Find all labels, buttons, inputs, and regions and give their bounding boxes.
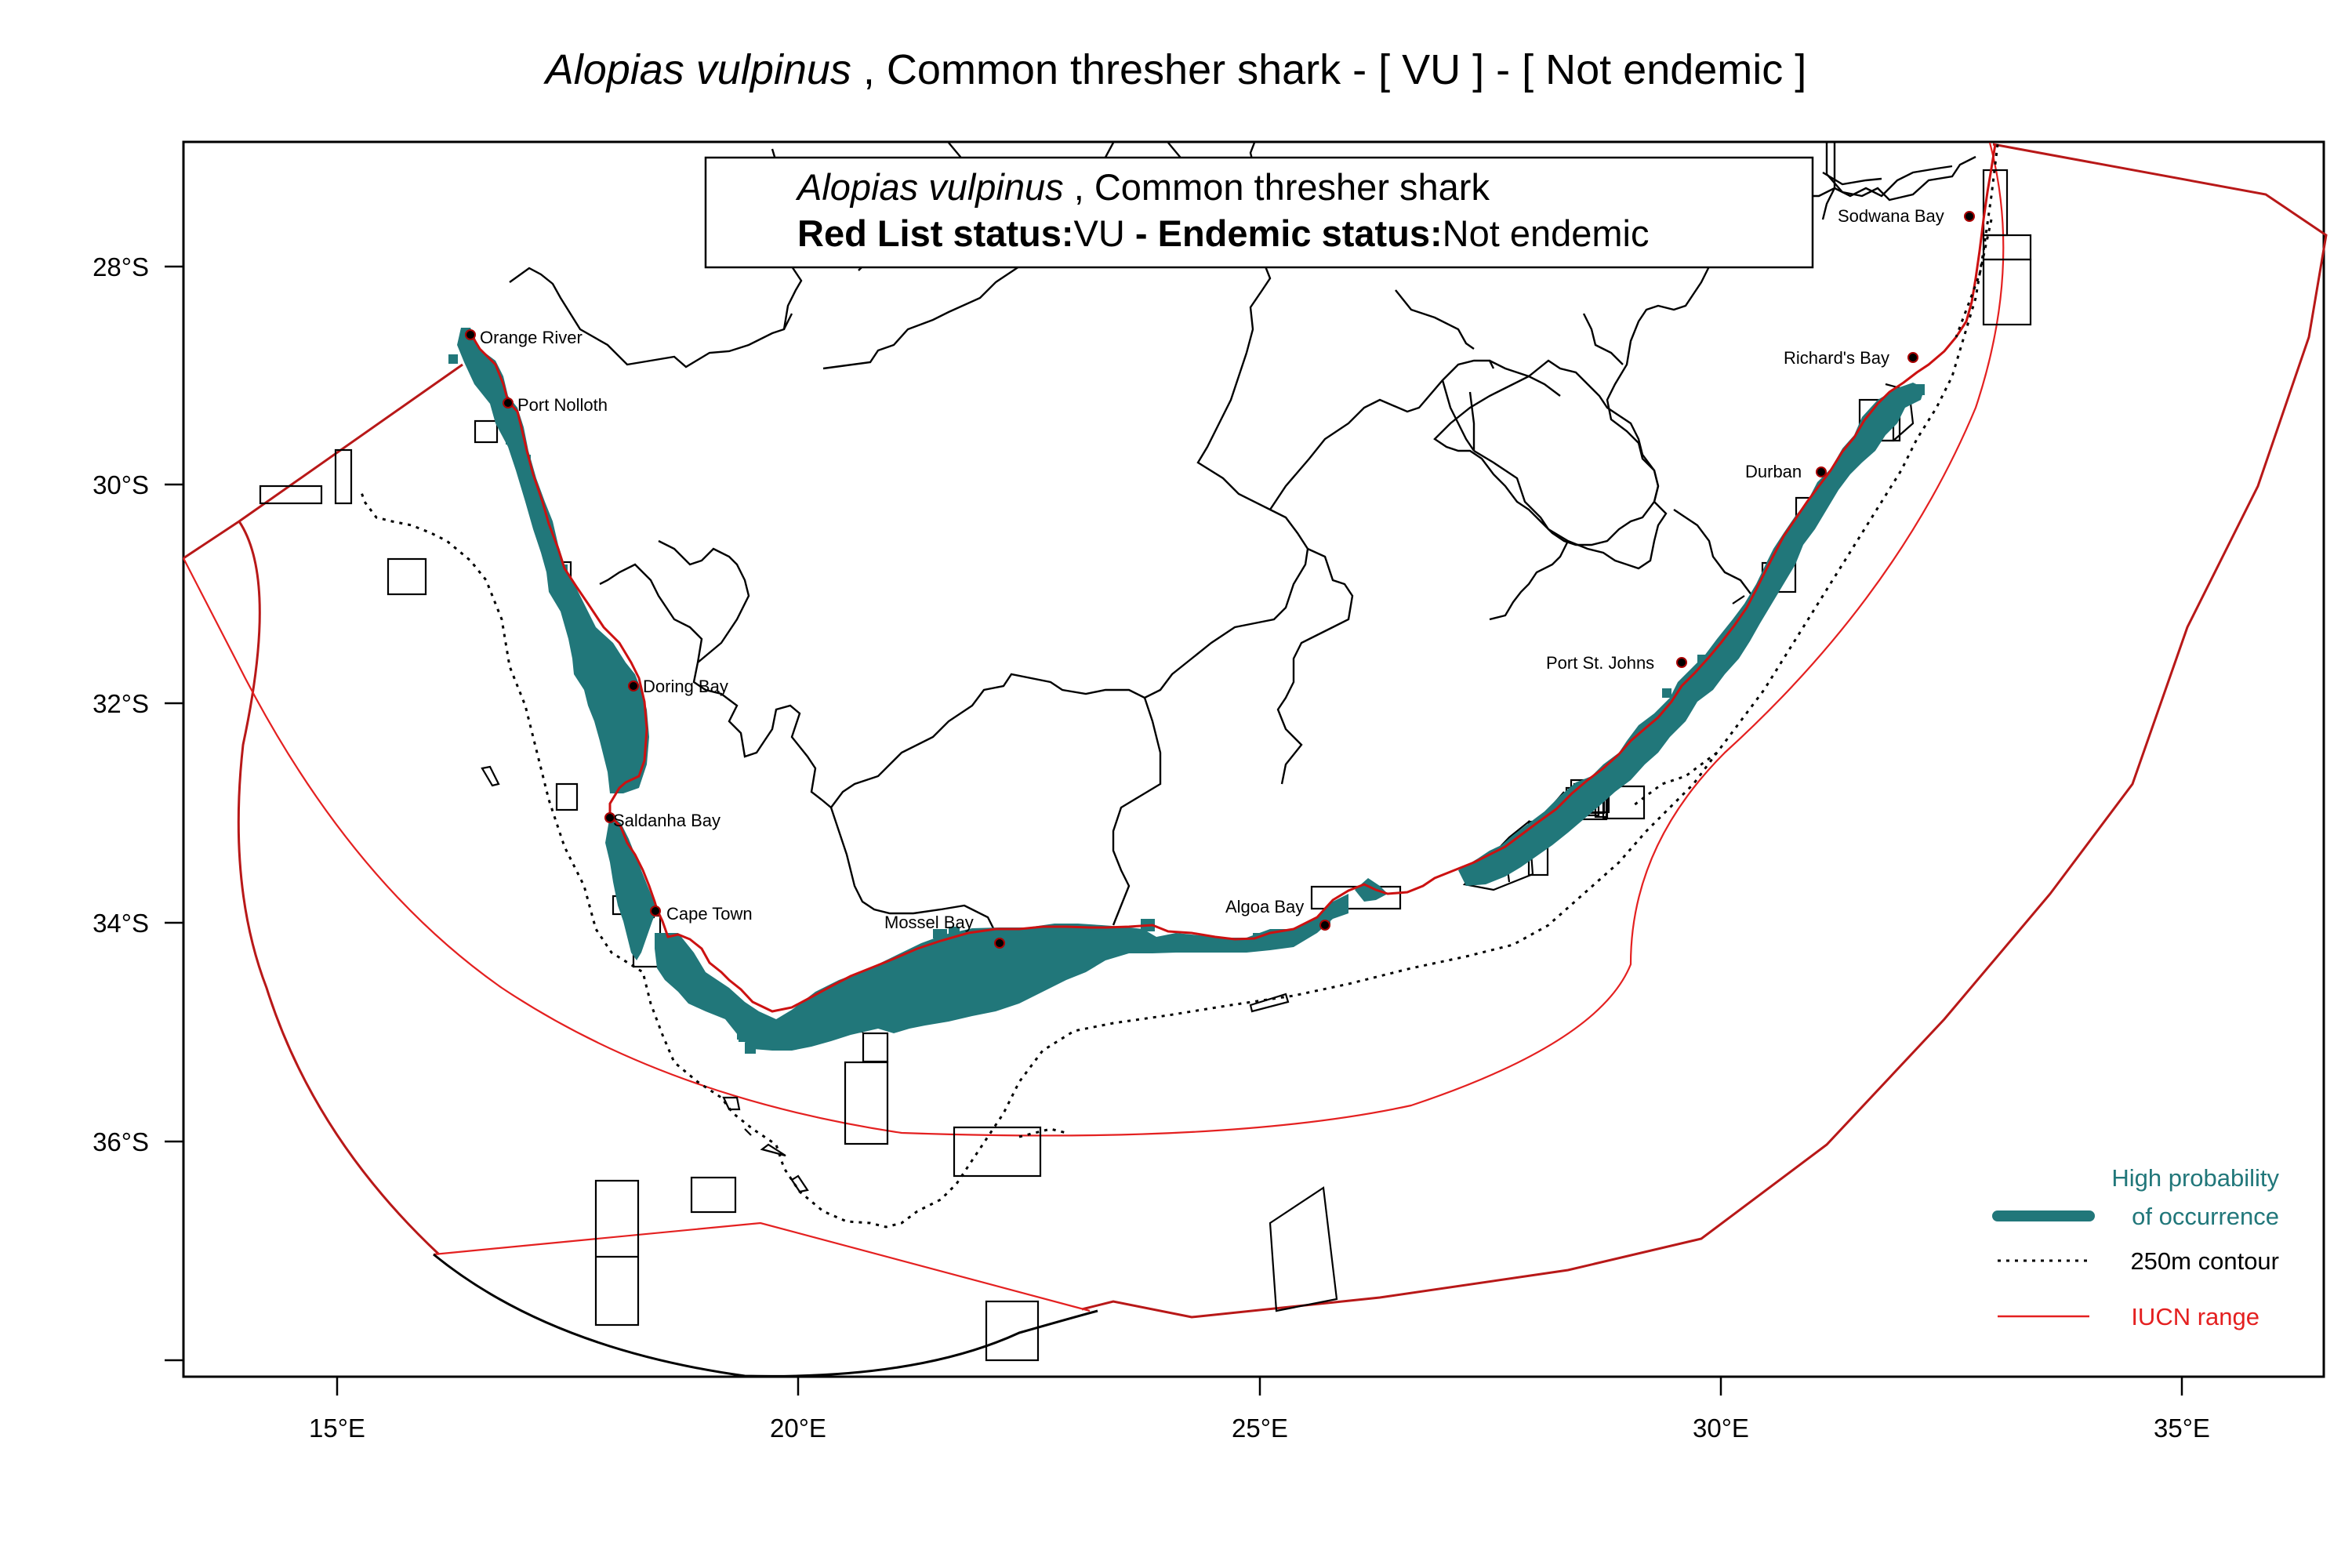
place-label-sodwana-bay: Sodwana Bay	[1838, 206, 1944, 226]
place-label-orange-river: Orange River	[480, 328, 583, 347]
place-label-cape-town: Cape Town	[666, 904, 753, 924]
place-point-algoa-bay	[1319, 920, 1330, 931]
iucn-south-line	[433, 1221, 1091, 1312]
legend-iucn-label: IUCN range	[2131, 1303, 2259, 1330]
title-species: Alopias vulpinus	[545, 46, 851, 93]
legend-contour-label: 250m contour	[2130, 1247, 2279, 1275]
info-species: Alopias vulpinus	[795, 166, 1064, 208]
y-tick-34s: 34°S	[93, 909, 149, 938]
info-redlist-label: Red List status:	[797, 212, 1074, 254]
info-endemic-value: Not endemic	[1443, 212, 1650, 254]
place-label-saldanha-bay: Saldanha Bay	[613, 811, 720, 830]
lesotho-boundary	[1433, 359, 1660, 546]
place-label-port-nolloth: Port Nolloth	[517, 395, 608, 415]
place-point-sodwana-bay	[1964, 211, 1975, 222]
x-axis	[336, 1377, 2183, 1396]
place-label-algoa-bay: Algoa Bay	[1225, 897, 1304, 916]
place-label-doring-bay: Doring Bay	[643, 677, 728, 696]
place-point-richards-bay	[1907, 352, 1918, 363]
y-tick-30s: 30°S	[93, 470, 149, 499]
x-tick-15e: 15°E	[309, 1414, 365, 1443]
eswatini-boundary	[1825, 143, 1976, 201]
contour-250m	[359, 143, 1999, 1229]
legend-occurrence-line2: of occurrence	[2132, 1203, 2279, 1230]
iucn-outer-range	[1081, 143, 2328, 1319]
place-point-orange-river	[465, 329, 476, 340]
place-point-mossel-bay	[994, 938, 1005, 949]
plot-clip-area: Orange River Port Nolloth Doring Bay Sal…	[183, 142, 2328, 1377]
legend-occurrence-line1: High probability	[2111, 1164, 2279, 1192]
eez-arc	[433, 1253, 1098, 1377]
info-common: , Common thresher shark	[1064, 166, 1490, 208]
info-line-2: Red List status:VU - Endemic status:Not …	[797, 212, 1650, 254]
place-point-cape-town	[650, 906, 661, 916]
legend: High probability of occurrence 250m cont…	[1992, 1164, 2279, 1330]
map-title: Alopias vulpinus , Common thresher shark…	[0, 45, 2352, 94]
info-line-1: Alopias vulpinus , Common thresher shark	[795, 166, 1490, 208]
iucn-west-arc	[183, 363, 463, 1256]
place-point-saldanha-bay	[604, 812, 615, 823]
y-tick-32s: 32°S	[93, 689, 149, 718]
info-endemic-label: - Endemic status:	[1125, 212, 1443, 254]
place-labels: Orange River Port Nolloth Doring Bay Sal…	[480, 206, 1944, 932]
y-axis	[165, 265, 183, 1362]
iucn-inner-line	[183, 142, 2005, 1137]
place-points	[465, 211, 1975, 949]
title-rest: , Common thresher shark - [ VU ] - [ Not…	[851, 46, 1807, 93]
place-label-port-st-johns: Port St. Johns	[1546, 653, 1654, 673]
place-point-port-st-johns	[1676, 657, 1687, 668]
place-point-port-nolloth	[503, 397, 514, 408]
x-tick-30e: 30°E	[1693, 1414, 1749, 1443]
plot-frame	[182, 140, 2325, 1378]
place-label-durban: Durban	[1745, 462, 1802, 481]
info-redlist-value: VU	[1074, 212, 1125, 254]
coastline	[469, 143, 1997, 1013]
place-point-durban	[1816, 466, 1827, 477]
occurrence-area	[448, 328, 1925, 1054]
place-label-mossel-bay: Mossel Bay	[884, 913, 974, 932]
info-box	[704, 156, 1814, 269]
x-tick-35e: 35°E	[2154, 1414, 2210, 1443]
protected-areas	[259, 169, 2032, 1362]
place-label-richards-bay: Richard's Bay	[1784, 348, 1889, 368]
y-tick-36s: 36°S	[93, 1127, 149, 1156]
x-tick-25e: 25°E	[1232, 1414, 1288, 1443]
y-tick-28s: 28°S	[93, 252, 149, 281]
x-tick-20e: 20°E	[770, 1414, 826, 1443]
place-point-doring-bay	[628, 681, 639, 691]
